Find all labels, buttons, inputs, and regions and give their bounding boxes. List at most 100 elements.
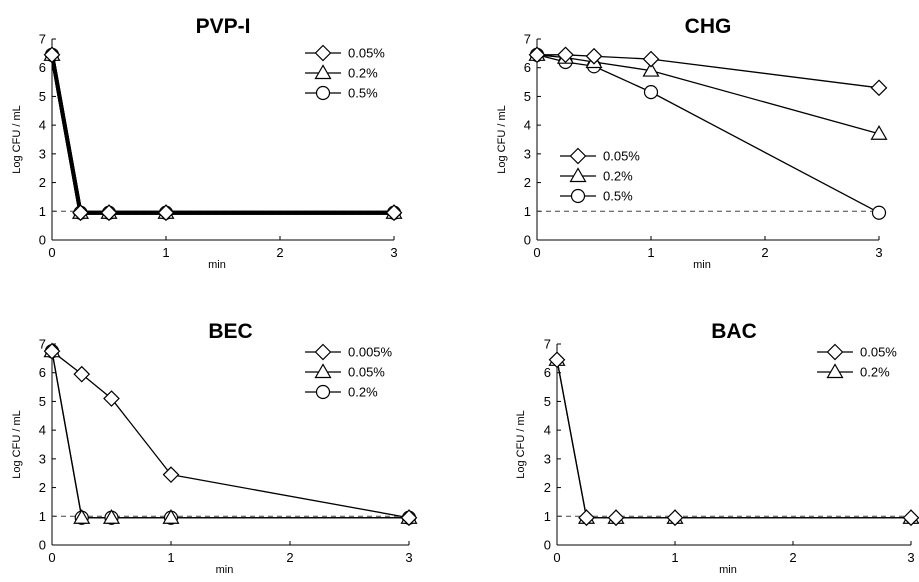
x-tick-label: 0 [533, 245, 540, 260]
x-tick-label: 2 [276, 245, 283, 260]
data-point-diamond [578, 509, 595, 527]
data-point-diamond [162, 466, 180, 483]
legend-label: 0.2% [860, 365, 890, 380]
y-tick-label: 7 [524, 32, 531, 47]
data-point-triangle [102, 509, 121, 524]
chart-panel-bac: BAC 0 1 2 3 4 5 6 7 0 1 2 3 min Log CFU / mL 0.05% 0.2% [515, 320, 919, 576]
series-line-diamond [50, 54, 394, 215]
chart-title: BEC [208, 320, 252, 343]
data-point-diamond [642, 50, 660, 68]
x-tick-label: 2 [286, 550, 293, 565]
x-tick-label: 1 [167, 550, 174, 565]
y-tick-label: 3 [39, 146, 46, 161]
x-tick-label: 3 [907, 550, 914, 565]
x-tick-label: 1 [671, 550, 678, 565]
y-tick-label: 0 [39, 538, 46, 553]
y-tick-label: 2 [524, 175, 531, 190]
y-tick-label: 4 [524, 118, 531, 133]
legend-label: 0.05% [348, 46, 385, 61]
legend-marker-circle [570, 188, 586, 204]
x-tick-label: 1 [162, 245, 169, 260]
data-point-diamond [43, 46, 61, 64]
chart-title: BAC [711, 320, 757, 343]
data-point-triangle [73, 509, 91, 524]
legend-label: 0.2% [348, 385, 378, 400]
y-tick-label: 3 [39, 451, 46, 466]
data-point-diamond [902, 509, 919, 527]
y-tick-label: 7 [39, 32, 46, 47]
y-tick-label: 3 [544, 451, 551, 466]
series-line-diamond [537, 54, 880, 89]
data-point-diamond [548, 351, 566, 369]
x-tick-label: 1 [647, 245, 654, 260]
data-point-circle [643, 85, 659, 100]
y-tick-label: 6 [39, 60, 46, 75]
data-point-diamond [607, 509, 625, 527]
y-tick-label: 5 [39, 394, 46, 409]
y-tick-label: 1 [524, 204, 531, 219]
y-tick-label: 6 [39, 365, 46, 380]
x-tick-label: 3 [875, 245, 882, 260]
y-tick-label: 6 [544, 365, 551, 380]
chart-panel-pvp-i: PVP-I 0 1 2 3 4 5 6 7 0 1 2 3 min Log CFU / mL 0.05% 0.2… [11, 15, 403, 271]
data-point-diamond [103, 390, 120, 407]
legend-marker-diamond [569, 147, 587, 165]
y-tick-label: 3 [524, 146, 531, 161]
y-tick-label: 1 [39, 509, 46, 524]
data-point-diamond [157, 204, 175, 222]
y-tick-label: 5 [524, 89, 531, 104]
legend-label: 0.005% [348, 345, 393, 360]
data-point-diamond [528, 46, 546, 64]
y-tick-label: 1 [39, 204, 46, 219]
x-tick-label: 0 [553, 550, 560, 565]
data-point-diamond [666, 509, 684, 527]
x-tick-label: 3 [405, 550, 412, 565]
data-point-diamond [385, 204, 403, 222]
data-point-diamond [100, 204, 118, 222]
legend-marker-triangle [314, 64, 332, 80]
series-line-circle [536, 54, 880, 214]
x-tick-label: 3 [390, 245, 397, 260]
legend-label: 0.2% [603, 169, 633, 184]
legend-marker-diamond [314, 343, 332, 361]
y-axis-label: Log CFU / mL [11, 105, 23, 173]
legend-label: 0.5% [603, 189, 633, 204]
data-point-diamond [585, 47, 603, 65]
legend: 0.005% 0.05% 0.2% [305, 343, 393, 400]
y-tick-label: 5 [544, 394, 551, 409]
y-tick-label: 0 [39, 233, 46, 248]
y-tick-label: 5 [39, 89, 46, 104]
legend-marker-triangle [314, 363, 332, 379]
y-tick-label: 7 [39, 337, 46, 352]
y-tick-label: 1 [544, 509, 551, 524]
x-axis-label: min [208, 259, 226, 271]
data-point-diamond [557, 46, 574, 64]
x-tick-label: 2 [789, 550, 796, 565]
chart-title: CHG [685, 15, 732, 38]
data-point-diamond [400, 509, 418, 527]
legend-marker-diamond [826, 343, 844, 361]
y-tick-label: 2 [39, 480, 46, 495]
data-point-diamond [870, 79, 888, 97]
y-axis-label: Log CFU / mL [515, 410, 527, 478]
legend-label: 0.2% [348, 66, 378, 81]
x-axis-label: min [216, 564, 234, 576]
y-tick-label: 6 [524, 60, 531, 75]
series-line-triangle [50, 54, 394, 215]
data-point-triangle [870, 125, 888, 140]
x-tick-label: 0 [48, 550, 55, 565]
x-axis-label: min [719, 564, 737, 576]
y-axis-label: Log CFU / mL [11, 410, 23, 478]
data-point-diamond [73, 365, 91, 383]
legend: 0.05% 0.2% 0.5% [305, 44, 385, 101]
y-tick-label: 2 [544, 480, 551, 495]
legend: 0.05% 0.2% 0.5% [560, 147, 640, 204]
legend-marker-diamond [314, 44, 332, 62]
data-point-triangle [642, 61, 660, 77]
legend-marker-circle [315, 85, 331, 101]
y-tick-label: 0 [524, 233, 531, 248]
series-line-diamond [556, 359, 911, 519]
y-tick-label: 4 [39, 423, 46, 438]
